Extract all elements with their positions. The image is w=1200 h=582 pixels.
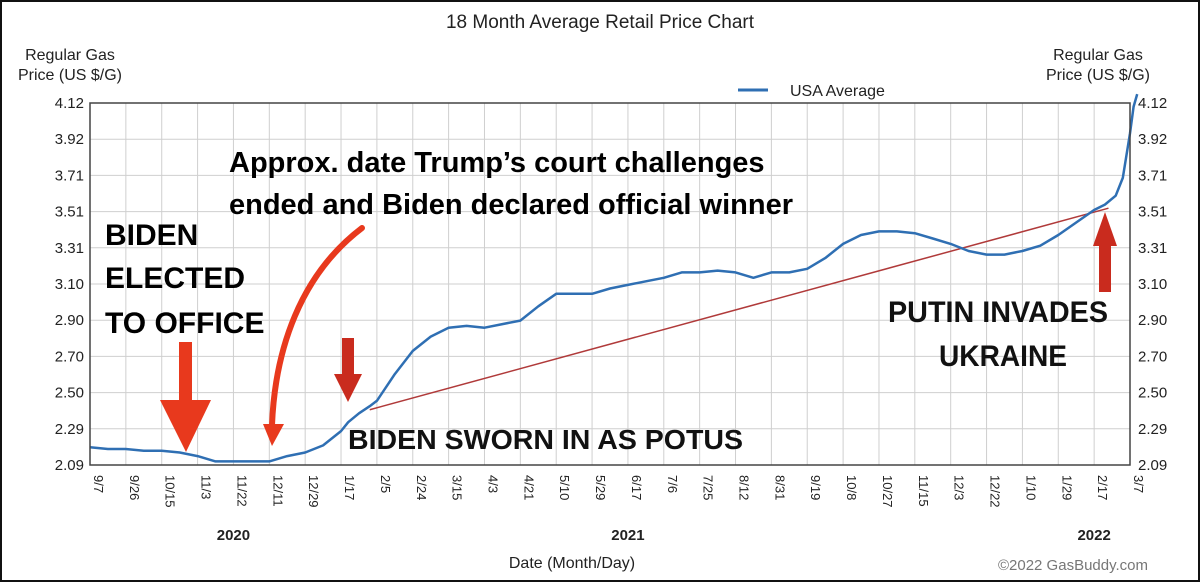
x-tick-label: 11/15 [916, 475, 931, 507]
x-tick-label: 8/12 [737, 475, 752, 500]
x-tick-label: 5/29 [593, 475, 608, 500]
y-axis-label-left-line1: Regular Gas [25, 47, 115, 64]
year-labels: 2020 2021 2022 [217, 527, 1111, 544]
y-tick-right: 2.90 [1138, 312, 1167, 329]
y-tick-left: 2.29 [55, 421, 84, 438]
trendline [369, 207, 1109, 411]
y-tick-right: 2.70 [1138, 348, 1167, 365]
y-tick-right: 4.12 [1138, 95, 1167, 112]
x-axis-label: Date (Month/Day) [509, 555, 635, 572]
y-axis-label-left-line2: Price (US $/G) [18, 67, 122, 84]
x-tick-label: 12/3 [952, 475, 967, 500]
year-label: 2022 [1077, 527, 1110, 544]
year-label: 2020 [217, 527, 250, 544]
x-tick-label: 10/8 [844, 475, 859, 500]
y-tick-left: 3.31 [55, 240, 84, 257]
annotation-sworn: BIDEN SWORN IN AS POTUS [348, 424, 743, 455]
x-tick-label: 2/17 [1095, 475, 1110, 500]
x-tick-label: 12/22 [988, 475, 1003, 508]
chart-title: 18 Month Average Retail Price Chart [446, 12, 755, 33]
x-tick-label: 4/3 [485, 475, 500, 493]
source-credit: ©2022 GasBuddy.com [998, 557, 1148, 574]
x-tick-label: 7/25 [701, 475, 716, 500]
legend-label: USA Average [790, 83, 885, 100]
annotation-elected-line3: TO OFFICE [105, 307, 264, 340]
series-line-usa-average [89, 93, 1139, 463]
arrow-putin [1093, 212, 1117, 292]
trendline-layer [369, 207, 1109, 411]
y-tick-right: 3.51 [1138, 204, 1167, 221]
y-axis-label-right-line1: Regular Gas [1053, 47, 1143, 64]
annotation-elected-line1: BIDEN [105, 219, 198, 252]
x-tick-label: 1/10 [1023, 475, 1038, 500]
y-axis-label-right-line2: Price (US $/G) [1046, 67, 1150, 84]
year-label: 2021 [611, 527, 644, 544]
x-tick-label: 10/27 [880, 475, 895, 508]
y-tick-left: 2.90 [55, 312, 84, 329]
annotation-court-line2: ended and Biden declared official winner [229, 189, 793, 221]
x-tick-label: 1/29 [1059, 475, 1074, 500]
y-tick-right: 2.09 [1138, 457, 1167, 474]
annotation-court-line1: Approx. date Trump’s court challenges [229, 147, 765, 179]
x-tick-label: 2/24 [414, 475, 429, 500]
y-tick-left: 3.10 [55, 276, 84, 293]
y-tick-left: 4.12 [55, 95, 84, 112]
arrow-court [263, 225, 365, 446]
x-tick-label: 12/11 [270, 475, 285, 507]
legend: USA Average [738, 83, 885, 100]
annotation-elected-line2: ELECTED [105, 262, 245, 295]
arrow-sworn [334, 338, 362, 402]
plot-frame [89, 102, 1131, 466]
y-tick-left: 2.09 [55, 457, 84, 474]
annotation-putin-line1: PUTIN INVADES [888, 296, 1108, 329]
y-tick-left: 2.50 [55, 385, 84, 402]
x-tick-label: 3/7 [1131, 475, 1146, 493]
y-tick-left: 2.70 [55, 348, 84, 365]
x-tick-label: 10/15 [163, 475, 178, 508]
y-tick-right: 2.29 [1138, 421, 1167, 438]
x-tick-label: 5/10 [557, 475, 572, 500]
y-tick-left: 3.92 [55, 131, 84, 148]
y-tick-right: 3.92 [1138, 131, 1167, 148]
y-tick-left: 3.51 [55, 204, 84, 221]
x-tick-label: 2/5 [378, 475, 393, 493]
x-tick-label: 11/3 [199, 475, 214, 499]
y-tick-right: 3.71 [1138, 167, 1167, 184]
arrow-elected [160, 342, 211, 452]
x-tick-label: 9/19 [808, 475, 823, 500]
x-tick-label: 4/21 [521, 475, 536, 500]
y-tick-right: 3.10 [1138, 276, 1167, 293]
x-tick-label: 11/22 [234, 475, 249, 507]
annotation-putin-line2: UKRAINE [939, 340, 1067, 373]
x-tick-label: 8/31 [772, 475, 787, 500]
series-layer [89, 93, 1139, 463]
x-tick-label: 1/17 [342, 475, 357, 500]
y-tick-labels: 4.12 4.12 3.92 3.92 3.71 3.71 3.51 3.51 3.31 3.31… [55, 95, 1167, 474]
y-tick-right: 2.50 [1138, 385, 1167, 402]
y-tick-right: 3.31 [1138, 240, 1167, 257]
y-tick-left: 3.71 [55, 167, 84, 184]
x-tick-label: 7/6 [665, 475, 680, 493]
x-tick-label: 9/26 [127, 475, 142, 500]
x-tick-label: 6/17 [629, 475, 644, 500]
x-tick-label: 12/29 [306, 475, 321, 508]
x-tick-labels: 9/7 9/26 10/15 11/3 11/22 12/11 12/29 1/17 2/5 2/… [91, 475, 1146, 508]
x-tick-label: 9/7 [91, 475, 106, 493]
x-tick-label: 3/15 [450, 475, 465, 500]
